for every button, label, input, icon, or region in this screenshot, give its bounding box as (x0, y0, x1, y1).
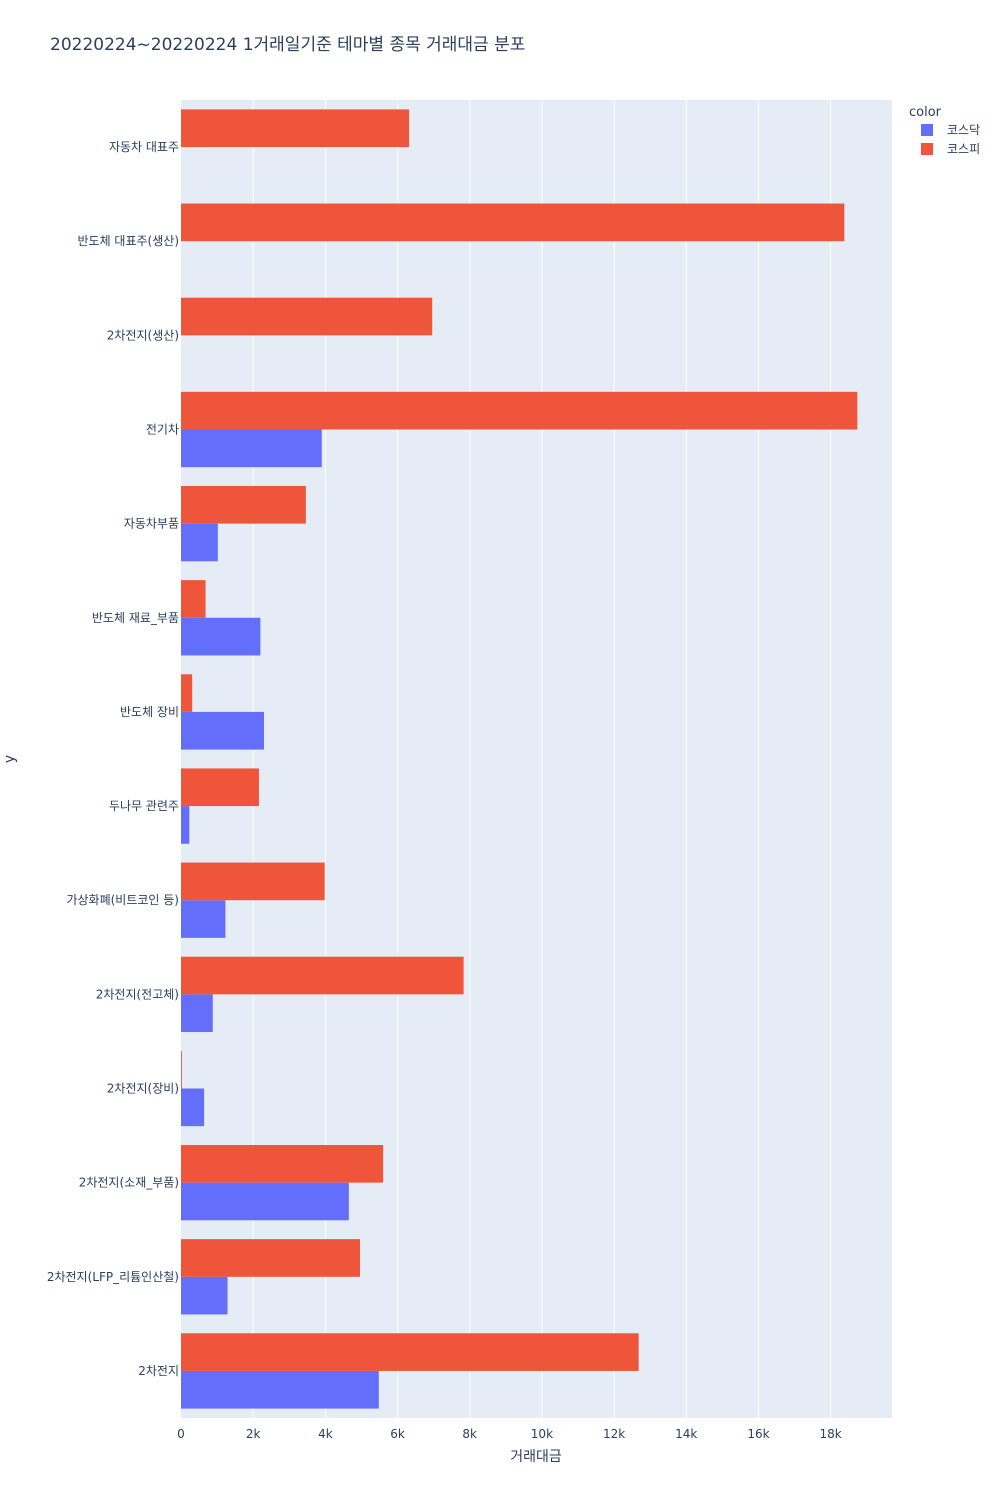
y-tick-label: 반도체 장비 (120, 705, 179, 719)
y-tick-label: 전기차 (146, 423, 179, 437)
legend-swatch (921, 124, 933, 136)
bar (181, 1088, 205, 1127)
bar (181, 523, 218, 562)
bar (181, 1144, 384, 1183)
x-tick-label: 16k (747, 1427, 769, 1441)
bar (181, 109, 410, 148)
x-axis-title: 거래대금 (510, 1449, 562, 1465)
bar (181, 1276, 228, 1315)
bar (181, 1182, 349, 1221)
bar (181, 674, 193, 712)
y-tick-label: 2차전지(소재_부품) (79, 1176, 179, 1190)
bar (181, 806, 190, 844)
bar (181, 711, 265, 750)
bar (181, 768, 259, 807)
bars (181, 109, 858, 1409)
legend-title: color (909, 105, 942, 120)
bar (181, 956, 464, 995)
x-tick-label: 8k (462, 1427, 477, 1441)
bar (181, 429, 322, 468)
y-tick-label: 2차전지(LFP_리튬인산철) (47, 1270, 179, 1284)
bar (181, 862, 325, 901)
bar (181, 580, 206, 618)
bar (181, 391, 858, 430)
bar (181, 1050, 182, 1089)
bar (181, 994, 213, 1033)
y-tick-label: 2차전지(생산) (107, 328, 179, 342)
bar (181, 203, 845, 242)
y-tick-label: 2차전지(장비) (107, 1082, 179, 1096)
y-tick-label: 가상화폐(비트코인 등) (66, 893, 179, 907)
y-tick-label: 자동차 대표주 (109, 140, 179, 154)
bar (181, 297, 433, 336)
y-axis-title: y (2, 755, 18, 763)
bar (181, 485, 306, 524)
x-tick-label: 18k (820, 1427, 842, 1441)
x-tick-label: 2k (246, 1427, 261, 1441)
y-tick-label: 자동차부품 (124, 517, 179, 531)
x-tick-label: 6k (390, 1427, 405, 1441)
x-tick-label: 4k (318, 1427, 333, 1441)
x-tick-label: 10k (531, 1427, 553, 1441)
legend-label: 코스닥 (947, 123, 980, 137)
y-tick-label: 반도체 대표주(생산) (78, 234, 180, 248)
chart-title: 20220224~20220224 1거래일기준 테마별 종목 거래대금 분포 (50, 35, 525, 55)
bar (181, 1370, 379, 1409)
legend-label: 코스피 (947, 142, 980, 156)
x-tick-label: 0 (177, 1427, 185, 1441)
y-tick-label: 두나무 관련주 (109, 799, 179, 813)
legend-swatch (921, 143, 933, 155)
y-tick-label: 2차전지 (138, 1364, 179, 1378)
x-tick-label: 14k (675, 1427, 697, 1441)
y-tick-label: 2차전지(전고체) (96, 987, 179, 1001)
bar (181, 1239, 361, 1277)
bar (181, 617, 261, 656)
x-tick-labels: 0 2k 4k 6k 8k 10k 12k 14k 16k 18k (177, 1427, 842, 1441)
bar (181, 900, 226, 938)
bar (181, 1333, 639, 1371)
x-tick-label: 12k (603, 1427, 625, 1441)
y-tick-label: 반도체 재료_부품 (92, 611, 179, 625)
